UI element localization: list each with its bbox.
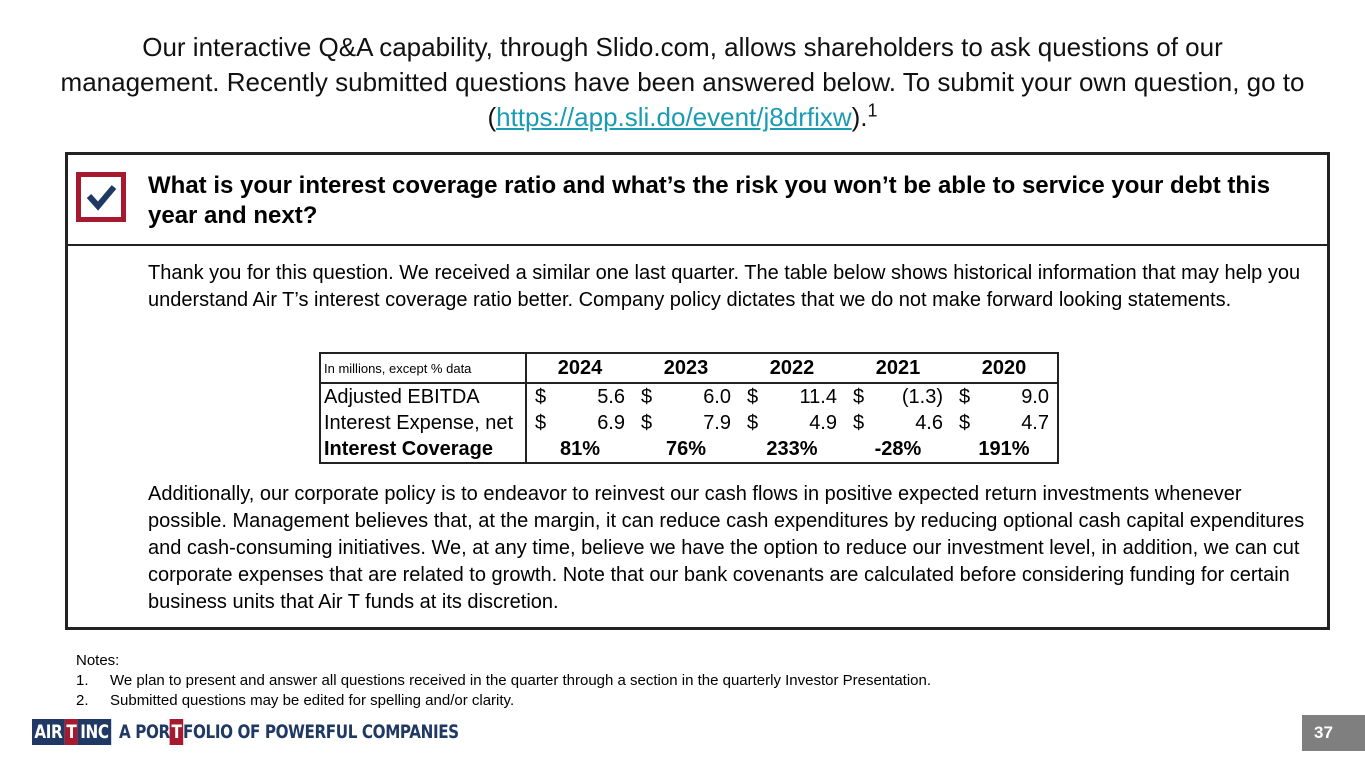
cell-value: (1.3) [901,385,943,408]
cell-value: 4.7 [1021,411,1049,434]
currency: $ [853,385,865,408]
qa-box: What is your interest coverage ratio and… [65,152,1330,630]
column-header: 2020 [951,353,1058,384]
column-header: 2022 [739,353,845,384]
currency: $ [959,411,971,434]
note-text: We plan to present and answer all questi… [110,672,932,689]
logo: AIR T INC A POR T FOLIO OF POWERFUL COMPANIES [32,718,459,746]
slido-link[interactable]: https://app.sli.do/event/j8drfixw [496,102,852,132]
currency: $ [641,385,653,408]
cell-value: -28% [874,437,922,460]
logo-text: AIR [32,719,65,745]
currency: $ [959,385,971,408]
cell-value: 11.4 [799,385,837,408]
note-marker: 2. [76,692,89,709]
cell-value: 6.0 [703,385,731,408]
note-text: Submitted questions may be edited for sp… [110,692,515,709]
logo-text: A POR [119,721,170,743]
cell-value: 7.9 [703,411,731,434]
logo-text: FOLIO OF POWERFUL COMPANIES [183,721,459,743]
currency: $ [853,411,865,434]
cell-value: 76% [665,437,707,460]
answer-followup: Additionally, our corporate policy is to… [148,483,1305,613]
currency: $ [747,385,759,408]
footnote-marker: 1 [867,100,878,121]
question-header: What is your interest coverage ratio and… [68,155,1327,246]
table-row: Interest Expense, net $6.9 $7.9 $4.9 $4.6 $4.… [320,410,1058,436]
check-icon [76,172,126,222]
row-label: Interest Coverage [320,436,527,463]
header-row: In millions, except % data 2024 2023 2022 20… [320,353,1058,384]
currency: $ [535,411,547,434]
note: 2. Submitted questions may be edited for … [76,691,931,711]
note: 1. We plan to present and answer all ques… [76,671,931,691]
cell-value: 6.9 [597,411,625,434]
logo-text: T [169,719,184,745]
currency: $ [747,411,759,434]
table-row: Interest Coverage 81% 76% 233% -28% 191% [320,436,1058,463]
cell-value: 191% [978,437,1030,460]
cell-value: 9.0 [1021,385,1049,408]
logo-text: INC [77,719,112,745]
title-text: ). [851,102,868,132]
cell-value: 5.6 [597,385,625,408]
cell-value: 4.6 [915,411,943,434]
question: What is your interest coverage ratio and… [148,172,1271,229]
currency: $ [535,385,547,408]
table-row: Adjusted EBITDA $5.6 $6.0 $11.4 $ (1.3) $9.0 [320,383,1058,410]
notes: Notes: 1. We plan to present and answer a… [76,651,931,711]
row-label: Adjusted EBITDA [320,383,527,410]
table-caption: In millions, except % data [320,353,527,384]
cell-value: 4.9 [809,411,837,434]
note-marker: 1. [76,672,89,689]
financial-table: In millions, except % data 2024 2023 2022 20… [319,352,1059,464]
currency: $ [641,411,653,434]
logo-text: T [64,719,78,745]
cell-value: 233% [766,437,818,460]
column-header: 2023 [633,353,739,384]
title-text: Our interactive Q&A capability, through … [60,32,1305,132]
column-header: 2024 [526,353,633,384]
answer-intro: Thank you for this question. We received… [148,262,1301,311]
title: Our interactive Q&A capability, through … [60,30,1305,135]
notes-title: Notes: [76,652,120,669]
row-label: Interest Expense, net [320,410,527,436]
page-number: 37 [1302,715,1365,751]
column-header: 2021 [845,353,951,384]
cell-value: 81% [559,437,601,460]
